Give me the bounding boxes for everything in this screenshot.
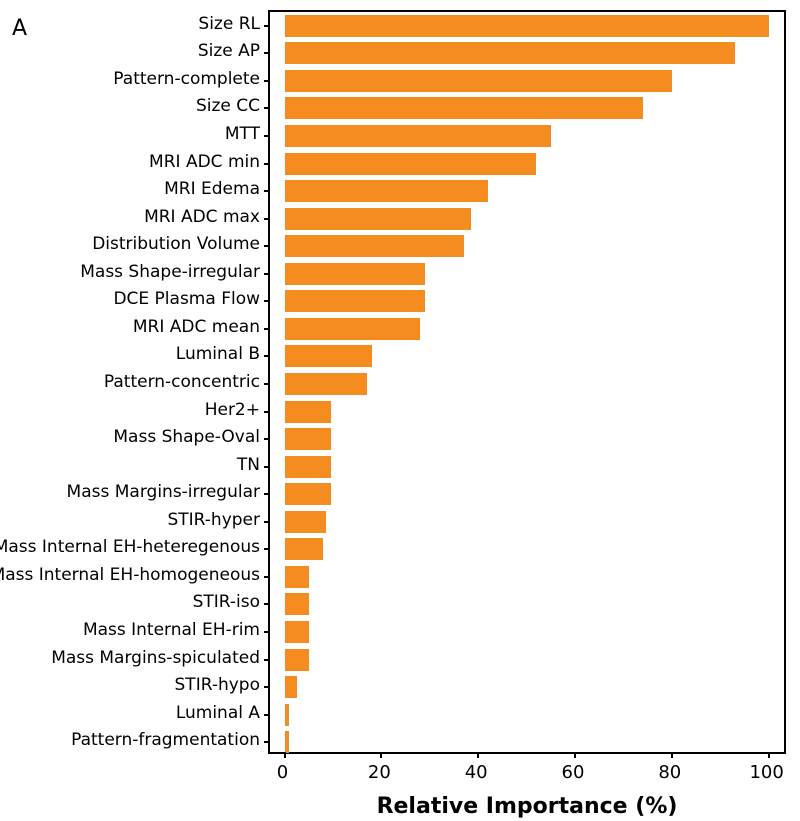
ytick-label: Her2+	[205, 400, 260, 420]
ytick-label: Distribution Volume	[92, 234, 260, 254]
ytick-mark	[264, 603, 270, 605]
ytick-mark	[264, 218, 270, 220]
ytick-label: Pattern-complete	[113, 69, 260, 89]
xtick-label: 80	[658, 762, 681, 783]
bar	[285, 15, 769, 37]
bar	[285, 373, 367, 395]
ytick-mark	[264, 25, 270, 27]
ytick-mark	[264, 163, 270, 165]
ytick-mark	[264, 328, 270, 330]
ytick-mark	[264, 107, 270, 109]
y-axis-labels: Size RL Size AP Pattern-complete Size CC MTT…	[0, 10, 260, 754]
xtick-label: 40	[465, 762, 488, 783]
ytick-mark	[264, 659, 270, 661]
ytick-mark	[264, 576, 270, 578]
ytick-mark	[264, 245, 270, 247]
ytick-label: MRI Edema	[164, 179, 260, 199]
ytick-mark	[264, 631, 270, 633]
figure: A Size RLSize APPattern-completeSize CCM…	[0, 0, 800, 821]
ytick-label: Size RL	[198, 14, 260, 34]
xtick-label: 20	[368, 762, 391, 783]
bar	[285, 593, 309, 615]
x-axis-labels: 0 20 40 60 80 100	[268, 762, 786, 792]
ytick-label: Mass Shape-Oval	[113, 427, 260, 447]
bar	[285, 42, 735, 64]
ytick-mark	[264, 383, 270, 385]
ytick-label: MRI ADC max	[144, 207, 260, 227]
ytick-label: DCE Plasma Flow	[113, 289, 260, 309]
ytick-mark	[264, 300, 270, 302]
xtick-mark	[574, 752, 576, 758]
ytick-label: STIR-iso	[193, 592, 260, 612]
ytick-mark	[264, 190, 270, 192]
ytick-label: MRI ADC mean	[133, 317, 260, 337]
ytick-label: Luminal B	[176, 344, 260, 364]
ytick-label: MTT	[225, 124, 260, 144]
xtick-mark	[671, 752, 673, 758]
xtick-label: 100	[749, 762, 783, 783]
ytick-label: Mass Internal EH-homogeneous	[0, 565, 260, 585]
ytick-label: MRI ADC min	[149, 152, 260, 172]
ytick-mark	[264, 548, 270, 550]
ytick-mark	[264, 714, 270, 716]
bar	[285, 318, 421, 340]
ytick-label: Mass Margins-irregular	[67, 482, 260, 502]
bar	[285, 70, 672, 92]
plot-area	[268, 10, 786, 754]
bar	[285, 566, 309, 588]
bar	[285, 208, 471, 230]
x-axis-title: Relative Importance (%)	[377, 794, 678, 819]
ytick-mark	[264, 521, 270, 523]
bar	[285, 125, 551, 147]
ytick-mark	[264, 438, 270, 440]
xtick-mark	[768, 752, 770, 758]
bar	[285, 456, 331, 478]
bar	[285, 511, 326, 533]
ytick-mark	[264, 686, 270, 688]
ytick-label: Luminal A	[176, 703, 260, 723]
ytick-mark	[264, 411, 270, 413]
xtick-mark	[380, 752, 382, 758]
ytick-mark	[264, 273, 270, 275]
ytick-label: STIR-hyper	[167, 510, 260, 530]
ytick-label: Pattern-fragmentation	[71, 730, 260, 750]
bar	[285, 180, 488, 202]
ytick-label: Mass Shape-irregular	[80, 262, 260, 282]
ytick-label: Mass Margins-spiculated	[51, 648, 260, 668]
ytick-mark	[264, 52, 270, 54]
bar	[285, 153, 537, 175]
ytick-mark	[264, 493, 270, 495]
bar	[285, 621, 309, 643]
xtick-mark	[477, 752, 479, 758]
bar	[285, 401, 331, 423]
bar	[285, 676, 297, 698]
bar	[285, 483, 331, 505]
ytick-label: Size AP	[198, 41, 260, 61]
ytick-label: TN	[237, 455, 260, 475]
ytick-mark	[264, 80, 270, 82]
bar	[285, 731, 290, 753]
ytick-mark	[264, 741, 270, 743]
bar	[285, 97, 643, 119]
ytick-label: Mass Internal EH-heteregenous	[0, 537, 260, 557]
ytick-mark	[264, 135, 270, 137]
ytick-label: Pattern-concentric	[104, 372, 260, 392]
ytick-label: STIR-hypo	[175, 675, 260, 695]
bar	[285, 235, 464, 257]
bar	[285, 704, 290, 726]
ytick-label: Size CC	[196, 96, 260, 116]
ytick-label: Mass Internal EH-rim	[83, 620, 260, 640]
ytick-mark	[264, 355, 270, 357]
bar	[285, 345, 372, 367]
bar	[285, 428, 331, 450]
ytick-mark	[264, 466, 270, 468]
xtick-mark	[284, 752, 286, 758]
bar	[285, 263, 425, 285]
bar	[285, 290, 425, 312]
bar	[285, 538, 324, 560]
xtick-label: 0	[277, 762, 288, 783]
xtick-label: 60	[562, 762, 585, 783]
bar	[285, 649, 309, 671]
